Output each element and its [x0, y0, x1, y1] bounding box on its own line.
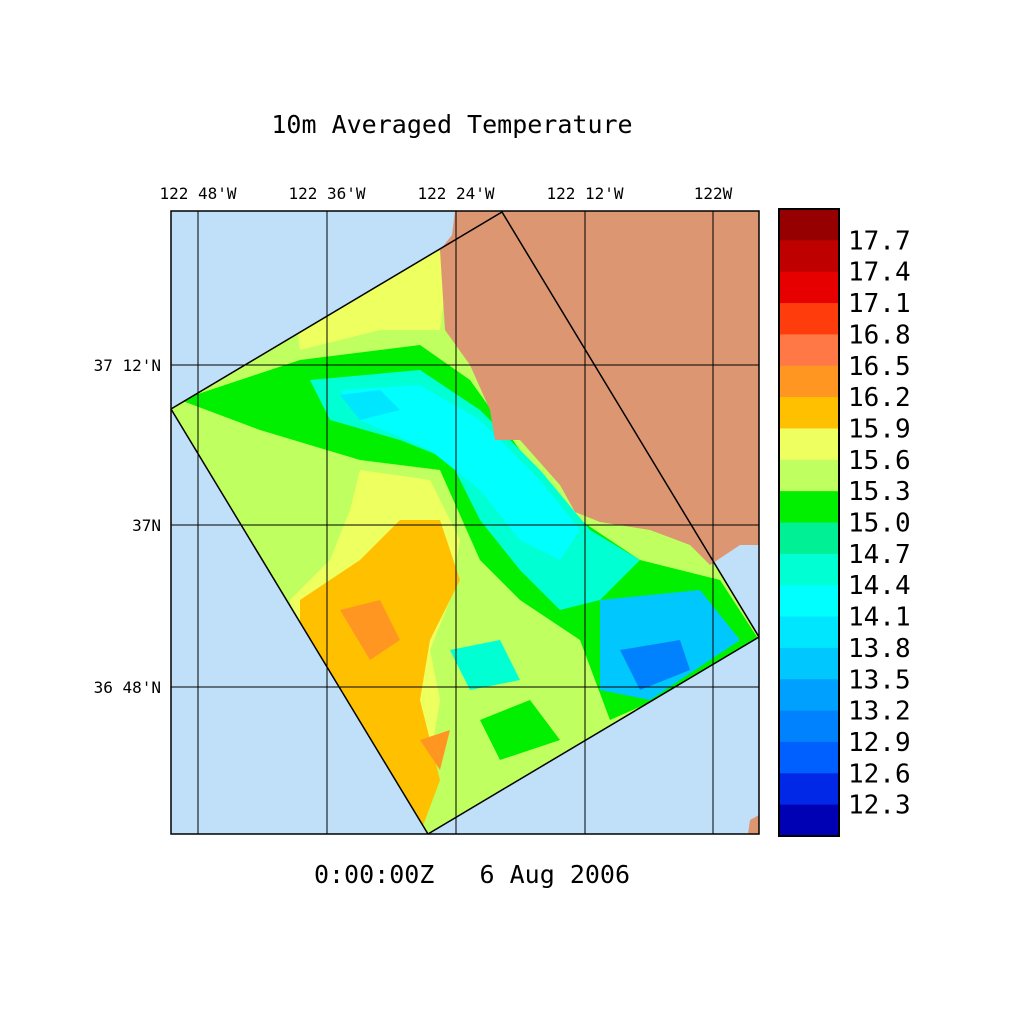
colorbar-label: 12.3 — [848, 791, 911, 821]
colorbar-label: 17.7 — [848, 226, 911, 256]
colorbar-label: 13.8 — [848, 634, 911, 664]
colorbar: 17.717.417.116.816.516.215.915.615.315.0… — [778, 208, 911, 837]
colorbar-label: 16.2 — [848, 383, 911, 413]
colorbar-swatch — [779, 585, 839, 618]
colorbar-swatch — [779, 365, 839, 398]
colorbar-label: 15.3 — [848, 477, 911, 507]
colorbar-label: 14.7 — [848, 540, 911, 570]
colorbar-label: 15.0 — [848, 509, 911, 539]
y-tick-label: 37 12'N — [94, 356, 161, 375]
y-tick-label: 37N — [132, 516, 161, 535]
time-label: 0:00:00Z 6 Aug 2006 — [314, 860, 630, 889]
colorbar-label: 15.6 — [848, 446, 911, 476]
colorbar-swatch — [779, 397, 839, 429]
colorbar-swatch — [779, 209, 839, 241]
colorbar-swatch — [779, 271, 839, 304]
x-tick-label: 122W — [694, 184, 733, 203]
map-frame — [170, 210, 760, 835]
colorbar-label: 16.8 — [848, 320, 911, 350]
colorbar-label: 13.5 — [848, 665, 911, 695]
land — [440, 211, 759, 565]
colorbar-swatch — [779, 773, 839, 806]
colorbar-frame — [778, 208, 840, 837]
colorbar-label: 15.9 — [848, 414, 911, 444]
x-tick-label: 122 24'W — [417, 184, 494, 203]
colorbar-label: 14.1 — [848, 603, 911, 633]
colorbar-swatch — [779, 647, 839, 680]
colorbar-swatch — [779, 240, 839, 273]
colorbar-swatch — [779, 459, 839, 492]
colorbar-swatch — [779, 553, 839, 586]
colorbar-label: 13.2 — [848, 697, 911, 727]
grid-lines — [171, 211, 759, 834]
colorbar-label: 17.1 — [848, 289, 911, 319]
y-tick-label: 36 48'N — [94, 678, 161, 697]
colorbar-swatch — [779, 679, 839, 712]
colorbar-swatch — [779, 710, 839, 743]
colorbar-swatch — [779, 334, 839, 367]
colorbar-swatch — [779, 616, 839, 649]
colorbar-label: 17.4 — [848, 258, 911, 288]
colorbar-label: 12.9 — [848, 728, 911, 758]
colorbar-swatch — [779, 303, 839, 335]
x-tick-label: 122 36'W — [288, 184, 365, 203]
colorbar-swatch — [779, 491, 839, 523]
colorbar-swatch — [779, 522, 839, 555]
x-tick-label: 122 12'W — [546, 184, 623, 203]
domain-outline — [171, 211, 759, 834]
plot-title: 10m Averaged Temperature — [271, 110, 632, 139]
colorbar-label: 14.4 — [848, 571, 911, 601]
colorbar-swatch — [779, 428, 839, 461]
colorbar-swatch — [779, 741, 839, 774]
colorbar-label: 16.5 — [848, 352, 911, 382]
colorbar-label: 12.6 — [848, 759, 911, 789]
land-south — [748, 815, 759, 834]
colorbar-swatch — [779, 804, 839, 837]
x-tick-label: 122 48'W — [159, 184, 236, 203]
